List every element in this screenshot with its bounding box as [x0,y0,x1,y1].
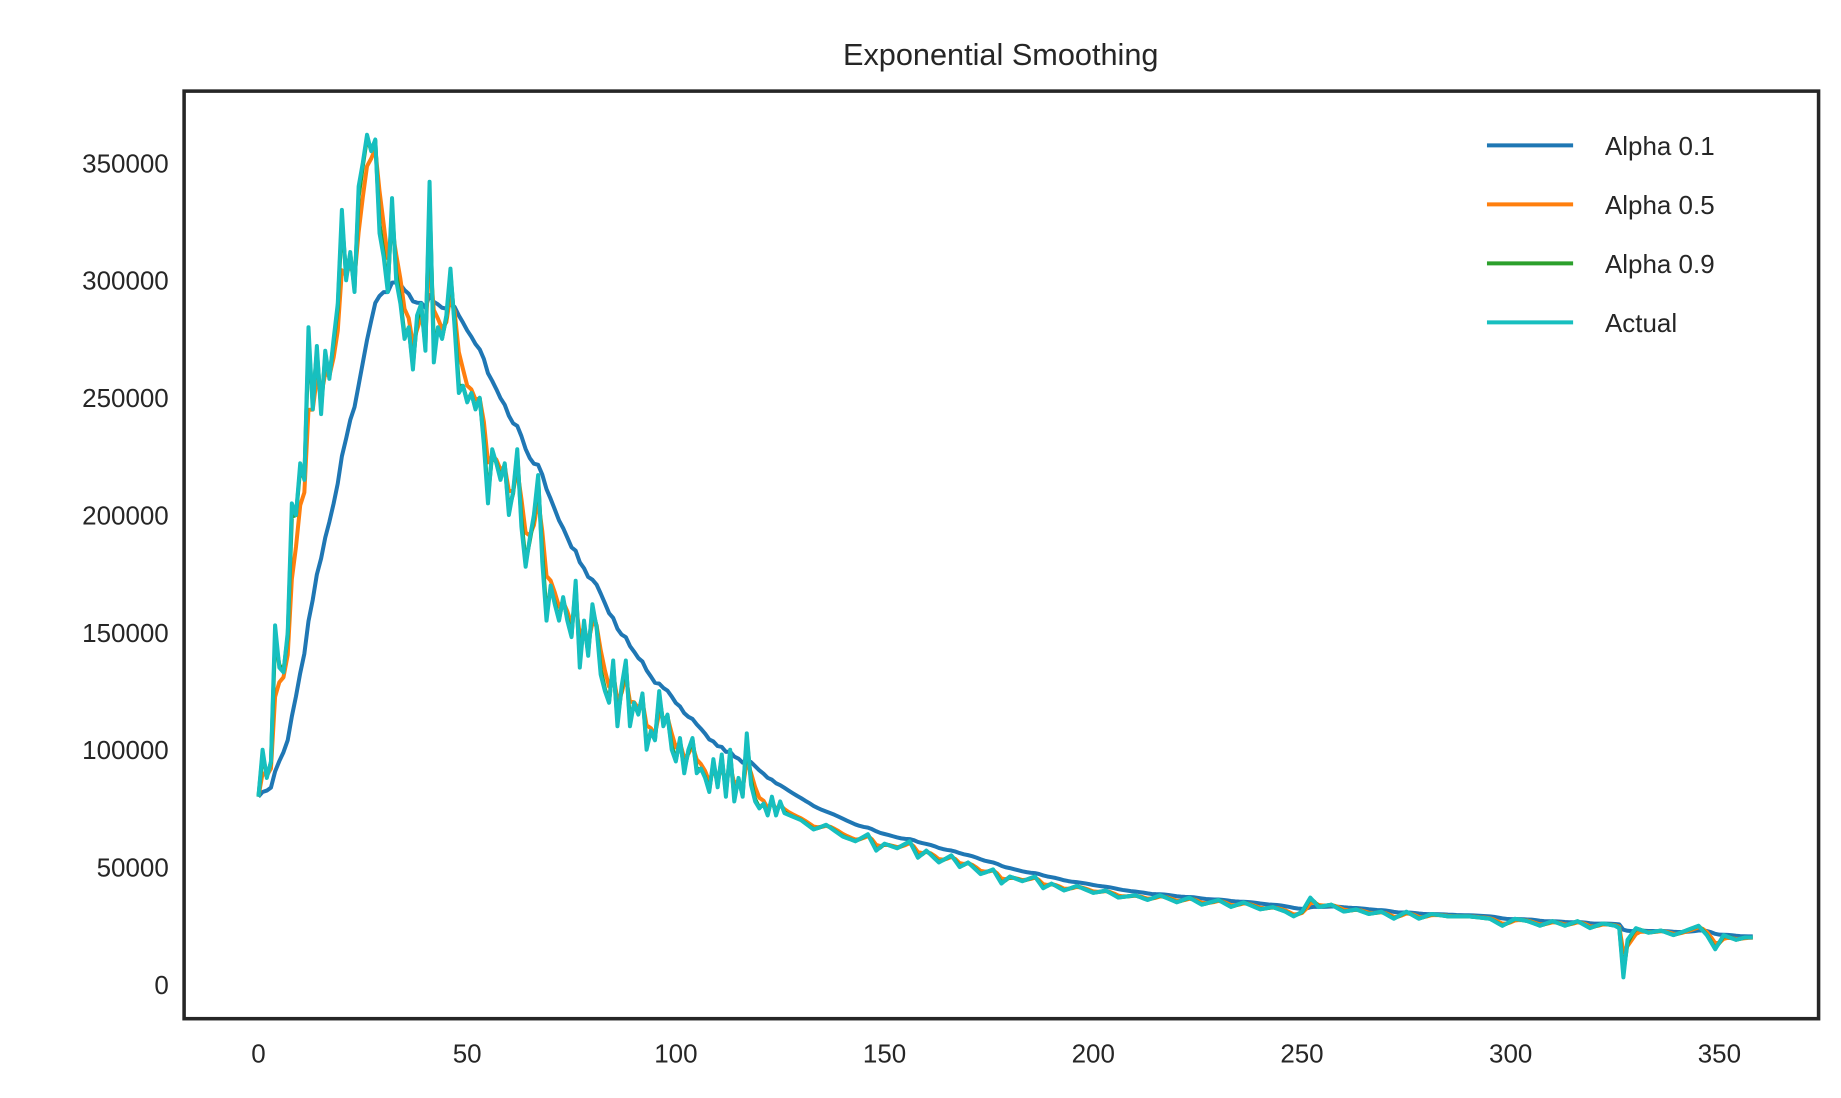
y-tick-label: 300000 [82,266,169,296]
y-tick-label: 100000 [82,735,169,765]
x-tick-label: 300 [1489,1038,1532,1068]
y-tick-label: 0 [154,970,168,1000]
x-tick-label: 150 [863,1038,906,1068]
y-tick-label: 200000 [82,500,169,530]
legend-label: Actual [1605,308,1677,338]
y-axis-ticks: 0 50000 100000 150000 200000 250000 300000 3500… [82,148,169,1000]
legend-label: Alpha 0.1 [1605,131,1715,161]
plot-lines [256,132,1753,980]
legend-label: Alpha 0.9 [1605,249,1715,279]
y-tick-label: 150000 [82,618,169,648]
series-line-alpha-0-1 [256,280,1753,939]
chart-title: Exponential Smoothing [843,37,1158,72]
x-tick-label: 250 [1280,1038,1323,1068]
x-axis-ticks: 0 50 100 150 200 250 300 350 [251,1038,1741,1068]
legend: Alpha 0.1 Alpha 0.5 Alpha 0.9 Actual [1486,131,1715,338]
x-tick-label: 350 [1698,1038,1741,1068]
y-tick-label: 250000 [82,383,169,413]
series-line-actual [256,132,1753,980]
y-tick-label: 50000 [97,853,169,883]
y-tick-label: 350000 [82,148,169,178]
plot-frame [182,89,1821,1021]
x-tick-label: 200 [1072,1038,1115,1068]
x-tick-label: 100 [654,1038,697,1068]
legend-label: Alpha 0.5 [1605,190,1715,220]
x-tick-label: 0 [251,1038,265,1068]
x-tick-label: 50 [453,1038,482,1068]
